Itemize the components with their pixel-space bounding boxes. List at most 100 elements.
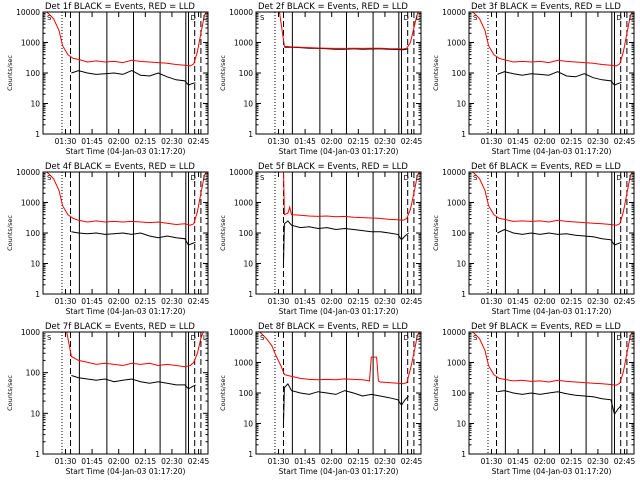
series-lld (45, 12, 208, 67)
y-tick-label: 100 (239, 389, 254, 398)
x-tick-label: 01:30 (268, 297, 290, 306)
x-tick-label: 02:30 (374, 297, 396, 306)
y-tick-label: 10 (243, 100, 253, 109)
x-tick-label: 02:45 (614, 297, 636, 306)
y-tick-label: 100 (26, 69, 41, 78)
x-tick-label: 02:30 (374, 137, 396, 146)
y-tick-label: 100 (239, 69, 254, 78)
y-tick-label: 1000 (21, 199, 40, 208)
y-axis-label: Counts/sec (6, 215, 14, 251)
y-tick-label: 1 (248, 130, 253, 139)
y-tick-label: 1000 (447, 39, 466, 48)
corner-flag: S (473, 174, 478, 182)
corner-flag: S (260, 14, 265, 22)
corner-flag: D (616, 334, 621, 342)
corner-flag: D (190, 174, 195, 182)
y-tick-label: 1000 (234, 359, 253, 368)
x-tick-label: 01:45 (294, 457, 316, 466)
series-events (71, 375, 196, 390)
series-lld (45, 172, 208, 226)
y-tick-label: 10 (243, 260, 253, 269)
x-tick-label: 02:45 (614, 137, 636, 146)
x-tick-label: 01:45 (294, 137, 316, 146)
y-axis-label: Counts/sec (6, 55, 14, 91)
x-tick-label: 02:45 (401, 297, 423, 306)
y-tick-label: 10000 (229, 328, 253, 337)
x-axis-label: Start Time (04-Jan-03 01:17:20) (492, 147, 612, 156)
corner-flag: L (203, 334, 207, 342)
y-tick-label: 10000 (16, 168, 40, 177)
x-tick-label: 02:30 (161, 457, 183, 466)
panel-det-2: Det 2f BLACK = Events, RED = LLD Counts/s… (219, 2, 423, 156)
y-tick-label: 1 (461, 290, 466, 299)
y-tick-label: 1 (248, 290, 253, 299)
panel-title: Det 9f BLACK = Events, RED = LLD (471, 322, 621, 332)
series-lld (471, 332, 634, 386)
x-tick-label: 01:30 (268, 137, 290, 146)
y-tick-label: 1 (461, 130, 466, 139)
y-tick-label: 10000 (229, 8, 253, 17)
corner-flag: L (629, 334, 633, 342)
y-tick-label: 10000 (442, 168, 466, 177)
x-tick-label: 01:45 (81, 297, 103, 306)
y-tick-label: 1000 (447, 359, 466, 368)
x-tick-label: 02:00 (321, 457, 343, 466)
y-tick-label: 100 (452, 69, 467, 78)
x-tick-label: 02:45 (401, 457, 423, 466)
corner-flag: S (473, 14, 478, 22)
corner-flag: D (616, 174, 621, 182)
panel-title: Det 6f BLACK = Events, RED = LLD (471, 162, 621, 172)
y-tick-label: 1 (35, 450, 40, 459)
y-tick-label: 1 (248, 450, 253, 459)
corner-flag: L (416, 174, 420, 182)
x-axis-label: Start Time (04-Jan-03 01:17:20) (279, 147, 399, 156)
x-tick-label: 02:15 (135, 297, 157, 306)
corner-flag: L (416, 14, 420, 22)
x-tick-label: 02:00 (108, 457, 130, 466)
x-tick-label: 02:30 (374, 457, 396, 466)
x-axis-label: Start Time (04-Jan-03 01:17:20) (279, 467, 399, 476)
y-tick-label: 10000 (442, 328, 466, 337)
panel-title: Det 7f BLACK = Events, RED = LLD (45, 322, 195, 332)
y-tick-label: 1 (35, 290, 40, 299)
y-tick-label: 10 (456, 100, 466, 109)
y-tick-label: 1000 (234, 39, 253, 48)
x-tick-label: 02:45 (188, 297, 210, 306)
series-lld (283, 172, 421, 221)
corner-flag: D (616, 14, 621, 22)
panel-title: Det 4f BLACK = Events, RED = LLD (45, 162, 195, 172)
y-axis-label: Counts/sec (219, 55, 227, 91)
y-tick-label: 10 (456, 420, 466, 429)
panel-det-6: Det 6f BLACK = Events, RED = LLD Counts/s… (432, 162, 636, 316)
x-tick-label: 02:00 (534, 297, 556, 306)
y-tick-label: 10000 (442, 8, 466, 17)
y-tick-label: 100 (452, 389, 467, 398)
x-axis-label: Start Time (04-Jan-03 01:17:20) (66, 147, 186, 156)
panel-title: Det 2f BLACK = Events, RED = LLD (258, 2, 408, 12)
series-lld (471, 12, 634, 67)
y-tick-label: 10000 (229, 168, 253, 177)
plot-frame (255, 171, 422, 295)
panel-det-1: Det 1f BLACK = Events, RED = LLD Counts/s… (6, 2, 210, 156)
series-events (497, 390, 622, 416)
x-tick-label: 02:00 (321, 297, 343, 306)
x-tick-label: 02:30 (587, 457, 609, 466)
corner-flag: D (190, 334, 195, 342)
x-tick-label: 02:00 (108, 297, 130, 306)
x-tick-label: 01:45 (81, 457, 103, 466)
panel-title: Det 5f BLACK = Events, RED = LLD (258, 162, 408, 172)
x-tick-label: 02:15 (561, 457, 583, 466)
series-lld (66, 332, 204, 368)
x-tick-label: 02:00 (534, 137, 556, 146)
x-tick-label: 02:30 (587, 297, 609, 306)
x-tick-label: 02:15 (561, 137, 583, 146)
corner-flag: S (47, 334, 52, 342)
x-tick-label: 01:45 (507, 297, 529, 306)
y-tick-label: 100 (452, 229, 467, 238)
series-events (71, 231, 196, 246)
series-events (283, 220, 409, 264)
x-tick-label: 02:30 (161, 297, 183, 306)
corner-flag: L (629, 14, 633, 22)
x-tick-label: 02:30 (587, 137, 609, 146)
panel-title: Det 8f BLACK = Events, RED = LLD (258, 322, 408, 332)
